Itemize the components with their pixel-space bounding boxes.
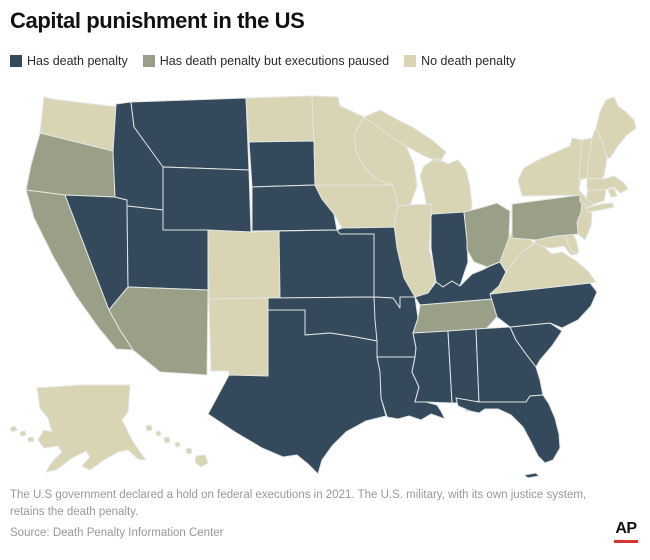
legend-label: Has death penalty [27,54,128,68]
state-TX [207,309,387,475]
ap-logo: AP [613,521,639,543]
legend-swatch-has-death-penalty [10,55,22,67]
ap-logo-text: AP [615,520,637,537]
state-FL [455,394,561,479]
state-HI [145,424,209,468]
ap-logo-underline [614,540,638,543]
state-AZ [108,286,209,376]
state-SD [248,140,316,188]
state-IN [430,211,469,288]
legend-item-no-death-penalty: No death penalty [404,54,516,68]
state-AR [373,296,419,358]
page-title: Capital punishment in the US [10,8,305,33]
footnote: The U.S government declared a hold on fe… [10,489,587,519]
state-KS [278,229,375,299]
source-line: Source: Death Penalty Information Center [10,527,224,539]
legend-item-executions-paused: Has death penalty but executions paused [142,54,390,68]
state-ND [245,95,315,143]
legend-label: Has death penalty but executions paused [159,54,390,68]
state-IL [393,203,437,298]
state-AK [9,384,147,473]
legend-swatch-no-death-penalty [404,55,417,67]
state-WY [162,166,252,233]
state-CO [207,229,282,300]
state-MS [411,330,453,404]
state-CT [585,189,607,205]
legend: Has death penalty Has death penalty but … [10,54,516,68]
state-NM [208,297,269,377]
state-RI [607,187,618,198]
state-SC [509,322,563,368]
legend-label: No death penalty [421,54,516,68]
legend-swatch-executions-paused [142,55,155,67]
state-ME [595,96,637,159]
state-NC [489,282,598,329]
legend-item-has-death-penalty: Has death penalty [10,54,128,68]
